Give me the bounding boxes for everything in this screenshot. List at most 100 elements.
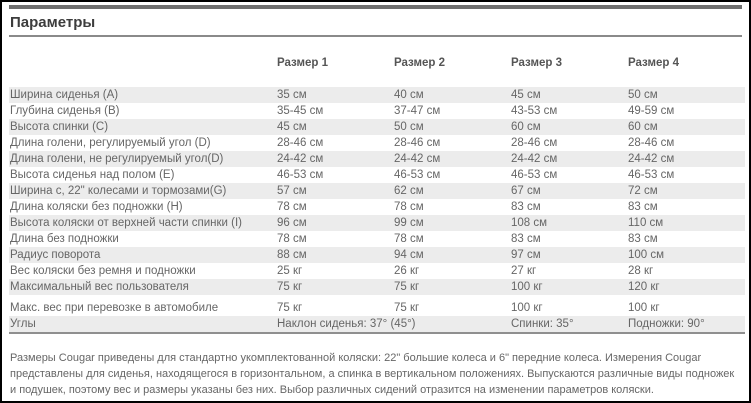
table-row: Высота спинки (C) 45 см 50 см 60 см 60 см xyxy=(9,119,745,135)
table-row: Длина без подножки 78 см 78 см 83 см 83 см xyxy=(9,231,745,247)
table-header: Размер 1 Размер 2 Размер 3 Размер 4 xyxy=(9,37,745,87)
param-label: Ширина с, 22" колесами и тормозами(G) xyxy=(9,183,277,199)
param-value: 46-53 см xyxy=(511,169,558,181)
param-label: Длина голени, не регулируемый угол(D) xyxy=(9,151,277,167)
param-label: Длина коляски без подножки (H) xyxy=(10,201,183,213)
param-value: 97 см xyxy=(511,247,628,263)
param-value: 46-53 см xyxy=(628,169,675,181)
table-body: Ширина сиденья (A) 35 см 40 см 45 см 50 см Гл… xyxy=(9,87,745,316)
param-label: Углы xyxy=(9,316,277,334)
param-label: Макс. вес при перевозке в автомобиле xyxy=(10,302,219,314)
column-header: Размер 2 xyxy=(394,57,446,69)
param-label: Высота коляски от верхней части спинки (… xyxy=(9,215,277,231)
param-value: 88 см xyxy=(277,247,394,263)
angles-row: Углы Наклон сиденья: 37° (45°) Спинки: 3… xyxy=(9,316,745,334)
backrest-angle: Спинки: 35° xyxy=(511,316,628,334)
param-label: Глубина сиденья (B) xyxy=(10,105,120,117)
param-value: 24-42 см xyxy=(628,151,745,167)
param-value: 78 см xyxy=(277,201,307,213)
page-title: Параметры xyxy=(10,14,96,31)
param-value: 60 см xyxy=(628,119,745,135)
param-value: 28 кг xyxy=(628,265,654,277)
param-value: 62 см xyxy=(394,183,511,199)
param-label: Вес коляски без ремня и подножки xyxy=(10,265,196,277)
param-value: 75 кг xyxy=(394,279,511,295)
param-value: 43-53 см xyxy=(511,105,558,117)
param-value: 67 см xyxy=(511,183,628,199)
param-value: 37-47 см xyxy=(394,105,441,117)
param-value: 46-53 см xyxy=(394,169,441,181)
column-header: Размер 1 xyxy=(277,57,329,69)
param-value: 35-45 см xyxy=(277,105,324,117)
table-row: Длина коляски без подножки (H) 78 см 78 см… xyxy=(9,199,745,215)
param-value: 28-46 см xyxy=(628,137,675,149)
header-row: Размер 1 Размер 2 Размер 3 Размер 4 xyxy=(9,37,745,87)
param-value: 27 кг xyxy=(511,265,537,277)
param-value: 78 см xyxy=(277,233,307,245)
param-value: 28-46 см xyxy=(277,137,324,149)
param-value: 28-46 см xyxy=(394,137,441,149)
param-value: 24-42 см xyxy=(511,151,628,167)
table-row: Высота сиденья над полом (E) 46-53 см 46-5… xyxy=(9,167,745,183)
param-value: 94 см xyxy=(394,247,511,263)
param-label: Максимальный вес пользователя xyxy=(9,279,277,295)
param-value: 75 кг xyxy=(394,302,420,314)
angles-section: Углы Наклон сиденья: 37° (45°) Спинки: 3… xyxy=(9,316,745,334)
param-value: 99 см xyxy=(394,215,511,231)
param-value: 83 см xyxy=(628,233,658,245)
param-value: 26 кг xyxy=(394,265,420,277)
footnote: Размеры Cougar приведены для стандартно … xyxy=(10,352,735,396)
param-value: 100 кг xyxy=(511,279,628,295)
param-value: 46-53 см xyxy=(277,169,324,181)
param-value: 100 кг xyxy=(628,302,660,314)
param-value: 83 см xyxy=(511,233,541,245)
param-value: 78 см xyxy=(394,201,424,213)
param-value: 24-42 см xyxy=(277,151,394,167)
column-header: Размер 3 xyxy=(511,57,563,69)
param-value: 110 см xyxy=(628,215,745,231)
table-row: Ширина сиденья (A) 35 см 40 см 45 см 50 см xyxy=(9,87,745,103)
param-value: 25 кг xyxy=(277,265,303,277)
param-value: 83 см xyxy=(628,201,658,213)
param-value: 49-59 см xyxy=(628,105,675,117)
param-value: 35 см xyxy=(277,87,394,103)
param-value: 75 кг xyxy=(277,302,303,314)
param-value: 57 см xyxy=(277,183,394,199)
table-row: Ширина с, 22" колесами и тормозами(G) 57 … xyxy=(9,183,745,199)
param-value: 83 см xyxy=(511,201,541,213)
param-value: 100 см xyxy=(628,247,745,263)
top-divider xyxy=(9,5,742,9)
param-label: Радиус поворота xyxy=(9,247,277,263)
param-value: 45 см xyxy=(277,119,394,135)
param-value: 75 кг xyxy=(277,279,394,295)
table-row: Высота коляски от верхней части спинки (… xyxy=(9,215,745,231)
table-row: Глубина сиденья (B) 35-45 см 37-47 см 43-53… xyxy=(9,103,745,119)
param-label: Высота спинки (C) xyxy=(9,119,277,135)
seat-tilt-angle: Наклон сиденья: 37° (45°) xyxy=(277,316,511,334)
column-header: Размер 4 xyxy=(628,57,680,69)
table-row: Радиус поворота 88 см 94 см 97 см 100 см xyxy=(9,247,745,263)
param-value: 24-42 см xyxy=(394,151,511,167)
param-value: 72 см xyxy=(628,183,745,199)
table-row: Макс. вес при перевозке в автомобиле 75 к… xyxy=(9,300,745,316)
title-divider xyxy=(9,35,742,37)
param-value: 96 см xyxy=(277,215,394,231)
param-value: 78 см xyxy=(394,233,424,245)
param-value: 120 кг xyxy=(628,279,745,295)
param-value: 60 см xyxy=(511,119,628,135)
param-value: 45 см xyxy=(511,87,628,103)
param-label: Высота сиденья над полом (E) xyxy=(10,169,175,181)
param-value: 50 см xyxy=(394,119,511,135)
param-label: Длина голени, регулируемый угол (D) xyxy=(10,137,211,149)
param-value: 50 см xyxy=(628,87,745,103)
param-value: 40 см xyxy=(394,87,511,103)
header-empty-cell xyxy=(9,37,277,87)
param-value: 28-46 см xyxy=(511,137,558,149)
table-row: Вес коляски без ремня и подножки 25 кг 26 … xyxy=(9,263,745,279)
row-gap xyxy=(9,295,745,300)
table-row: Длина голени, регулируемый угол (D) 28-46… xyxy=(9,135,745,151)
param-value: 108 см xyxy=(511,215,628,231)
param-label: Ширина сиденья (A) xyxy=(9,87,277,103)
footrest-angle: Подножки: 90° xyxy=(628,316,745,334)
